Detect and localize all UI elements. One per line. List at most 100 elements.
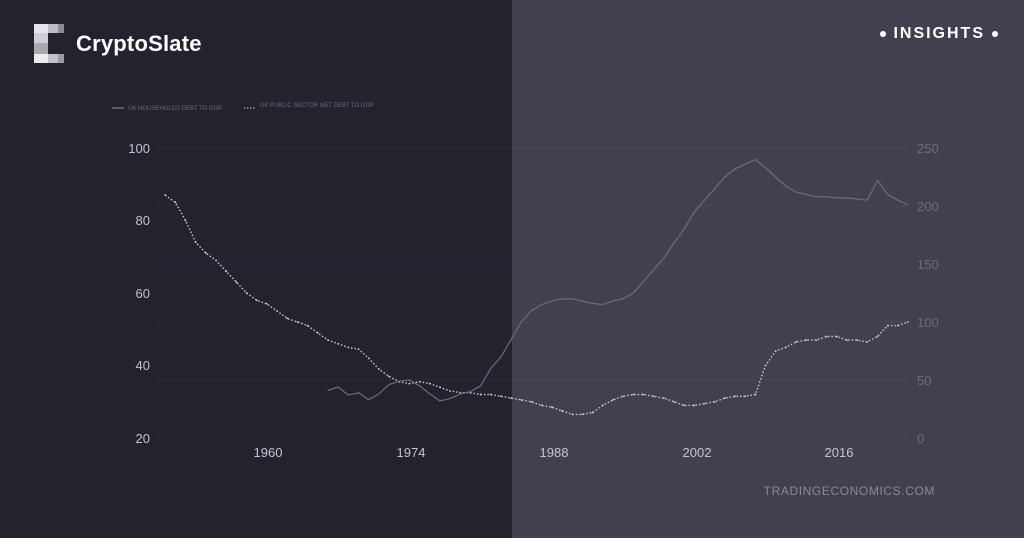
cryptoslate-logo — [34, 24, 64, 63]
data-point-households-debt — [632, 292, 634, 294]
data-point-public-debt — [866, 341, 869, 343]
y-right-tick: 0 — [917, 431, 924, 446]
data-point-households-debt — [347, 394, 349, 396]
data-point-households-debt — [581, 300, 584, 302]
data-point-households-debt — [866, 199, 868, 201]
data-point-public-debt — [276, 310, 278, 312]
data-point-households-debt — [551, 300, 553, 302]
data-point-public-debt — [164, 194, 167, 197]
data-point-public-debt — [540, 404, 543, 407]
data-point-public-debt — [581, 413, 584, 416]
data-point-public-debt — [439, 386, 441, 389]
data-point-public-debt — [846, 339, 848, 341]
data-point-households-debt — [459, 393, 461, 395]
data-point-households-debt — [398, 380, 400, 382]
data-point-households-debt — [703, 199, 706, 201]
data-point-public-debt — [896, 324, 899, 327]
x-tick: 2016 — [825, 445, 854, 460]
y-right-tick: 100 — [917, 315, 939, 330]
brand[interactable]: CryptoSlate — [34, 24, 202, 63]
data-point-public-debt — [785, 346, 787, 349]
data-point-public-debt — [673, 400, 675, 403]
data-point-public-debt — [286, 317, 289, 320]
data-point-public-debt — [744, 395, 747, 398]
data-point-public-debt — [449, 390, 451, 392]
dot-icon — [992, 31, 998, 37]
data-point-households-debt — [754, 159, 757, 161]
data-point-public-debt — [683, 404, 685, 407]
data-point-public-debt — [825, 335, 828, 338]
data-point-public-debt — [612, 399, 614, 401]
data-point-public-debt — [764, 364, 767, 367]
data-point-public-debt — [622, 395, 624, 398]
data-point-households-debt — [510, 338, 512, 340]
data-point-households-debt — [612, 300, 614, 302]
data-point-households-debt — [357, 392, 360, 394]
data-point-public-debt — [408, 382, 411, 385]
source-label[interactable]: TRADINGECONOMICS.COM — [764, 484, 935, 498]
x-tick: 1974 — [397, 445, 426, 460]
data-point-households-debt — [530, 309, 533, 311]
data-point-public-debt — [907, 321, 909, 323]
y-left-tick: 40 — [136, 358, 150, 373]
data-point-public-debt — [601, 404, 604, 407]
data-point-public-debt — [418, 380, 421, 383]
data-point-households-debt — [337, 386, 339, 388]
chart-legend: UK HOUSEHOLDS DEBT TO GDP UK PUBLIC SECT… — [112, 103, 374, 112]
data-point-households-debt — [469, 391, 471, 393]
data-point-households-debt — [815, 196, 818, 198]
data-point-households-debt — [673, 242, 675, 244]
y-right-tick: 200 — [917, 199, 939, 214]
data-point-public-debt — [235, 281, 238, 283]
data-point-households-debt — [887, 193, 889, 195]
y-right-tick: 250 — [917, 141, 939, 156]
data-point-public-debt — [734, 395, 736, 398]
data-point-public-debt — [805, 339, 808, 341]
data-point-public-debt — [510, 397, 512, 399]
data-point-public-debt — [459, 391, 462, 394]
y-left-tick: 20 — [136, 431, 150, 446]
data-point-public-debt — [316, 332, 319, 334]
data-point-public-debt — [551, 406, 553, 409]
series-layer — [164, 159, 909, 416]
data-point-public-debt — [428, 382, 431, 385]
data-point-households-debt — [836, 197, 838, 199]
x-axis: 1960 1974 1988 2002 2016 — [254, 445, 854, 460]
data-point-households-debt — [907, 204, 909, 206]
data-point-households-debt — [327, 389, 329, 391]
data-point-households-debt — [653, 269, 655, 271]
x-tick: 1988 — [540, 445, 569, 460]
data-point-households-debt — [724, 176, 726, 178]
data-point-public-debt — [856, 339, 858, 341]
data-point-public-debt — [296, 321, 299, 323]
data-point-public-debt — [754, 393, 757, 396]
data-point-public-debt — [815, 339, 818, 341]
data-point-public-debt — [520, 399, 523, 401]
data-point-households-debt — [480, 385, 482, 387]
data-point-public-debt — [835, 335, 838, 338]
data-point-households-debt — [388, 384, 390, 386]
data-point-households-debt — [856, 198, 858, 200]
data-point-public-debt — [205, 252, 207, 255]
data-point-public-debt — [876, 335, 879, 338]
data-point-public-debt — [662, 397, 665, 399]
legend-label-public-debt: UK PUBLIC SECTOR NET DEBT TO GDP — [260, 103, 374, 109]
data-point-households-debt — [429, 393, 431, 395]
data-point-public-debt — [184, 219, 187, 222]
x-tick: 1960 — [254, 445, 283, 460]
y-left-tick: 80 — [136, 213, 150, 228]
data-point-households-debt — [744, 163, 746, 165]
y-left-tick: 100 — [128, 141, 150, 156]
y-right-tick: 50 — [917, 373, 931, 388]
data-point-public-debt — [693, 404, 696, 407]
data-point-public-debt — [337, 342, 340, 345]
data-point-public-debt — [225, 270, 228, 273]
data-point-public-debt — [886, 324, 889, 327]
background-right-panel — [512, 0, 1024, 538]
data-point-public-debt — [367, 357, 370, 360]
data-point-public-debt — [500, 395, 502, 398]
data-point-households-debt — [795, 191, 797, 193]
data-point-households-debt — [490, 367, 492, 369]
data-point-households-debt — [622, 298, 624, 300]
